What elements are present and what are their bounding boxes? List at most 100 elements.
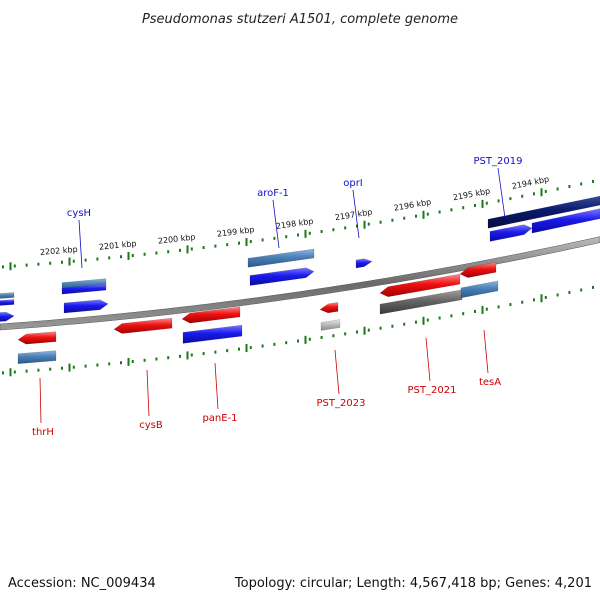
minor-tick xyxy=(556,293,559,297)
minor-tick xyxy=(2,265,4,269)
minor-tick xyxy=(13,264,16,268)
leader-line xyxy=(146,369,150,417)
scale-label: 2200 kbp xyxy=(157,232,195,245)
gene-feature[interactable] xyxy=(459,261,497,278)
minor-tick xyxy=(462,206,465,210)
minor-tick xyxy=(415,214,417,218)
minor-tick xyxy=(533,298,535,302)
leader-line xyxy=(214,362,219,410)
map-title: Pseudomonas stutzeri A1501, complete gen… xyxy=(142,12,458,27)
minor-tick xyxy=(497,305,500,309)
minor-tick xyxy=(155,251,158,255)
gene-feature[interactable] xyxy=(460,280,499,299)
gene-feature[interactable] xyxy=(63,299,109,314)
major-tick xyxy=(186,351,189,360)
gene-label-top[interactable]: aroF-1 xyxy=(257,188,289,199)
leader-line xyxy=(352,189,360,239)
minor-tick xyxy=(474,309,476,313)
leader-line xyxy=(483,329,489,374)
minor-tick xyxy=(544,295,547,299)
scale-label: 2194 kbp xyxy=(511,175,550,191)
minor-tick xyxy=(226,243,229,247)
minor-tick xyxy=(497,199,500,203)
minor-tick xyxy=(238,241,240,245)
gene-feature[interactable] xyxy=(487,195,600,229)
gene-feature[interactable] xyxy=(0,292,15,299)
major-tick xyxy=(9,262,12,271)
minor-tick xyxy=(179,248,181,252)
gene-label-top[interactable]: oprI xyxy=(343,178,363,189)
minor-tick xyxy=(167,250,170,254)
minor-tick xyxy=(556,187,559,191)
leader-line xyxy=(334,349,340,395)
minor-tick xyxy=(202,352,205,356)
gene-feature[interactable] xyxy=(17,331,57,345)
minor-tick xyxy=(261,344,264,348)
gene-label-bottom[interactable]: PST_2023 xyxy=(317,398,366,409)
gene-feature[interactable] xyxy=(531,208,600,234)
minor-tick xyxy=(190,353,193,357)
minor-tick xyxy=(568,290,571,294)
minor-tick xyxy=(108,256,111,260)
gene-feature[interactable] xyxy=(182,324,243,344)
minor-tick xyxy=(485,307,488,311)
minor-tick xyxy=(332,228,335,232)
gene-feature[interactable] xyxy=(355,258,373,269)
gene-feature[interactable] xyxy=(379,289,463,315)
major-tick xyxy=(245,344,248,353)
minor-tick xyxy=(226,349,229,353)
leader-line xyxy=(425,337,431,382)
gene-label-bottom[interactable]: thrH xyxy=(32,427,54,438)
gene-feature[interactable] xyxy=(17,350,57,364)
gene-feature[interactable] xyxy=(113,317,173,334)
major-tick xyxy=(9,368,12,377)
minor-tick xyxy=(521,300,524,304)
gene-label-bottom[interactable]: PST_2021 xyxy=(408,385,457,396)
gene-feature[interactable] xyxy=(379,273,461,298)
major-tick xyxy=(363,326,366,335)
gene-feature[interactable] xyxy=(249,267,315,286)
minor-tick xyxy=(450,314,453,318)
minor-tick xyxy=(391,218,394,222)
minor-tick xyxy=(403,216,406,220)
gene-feature[interactable] xyxy=(319,302,339,314)
scale-label: 2198 kbp xyxy=(275,217,314,231)
gene-label-bottom[interactable]: panE-1 xyxy=(202,413,237,424)
minor-tick xyxy=(521,194,524,198)
leader-line xyxy=(78,219,83,269)
minor-tick xyxy=(49,367,52,371)
gene-label-top[interactable]: cysH xyxy=(67,208,91,219)
minor-tick xyxy=(485,201,488,205)
minor-tick xyxy=(49,261,52,265)
gene-feature[interactable] xyxy=(489,224,533,242)
major-tick xyxy=(127,251,130,260)
minor-tick xyxy=(238,347,240,351)
minor-tick xyxy=(249,346,252,350)
major-tick xyxy=(540,294,543,303)
accession-text: Accession: NC_009434 xyxy=(8,576,156,591)
minor-tick xyxy=(273,236,276,240)
minor-tick xyxy=(426,212,429,216)
minor-tick xyxy=(120,361,122,365)
minor-tick xyxy=(72,259,75,263)
gene-label-bottom[interactable]: tesA xyxy=(479,377,501,388)
gene-feature[interactable] xyxy=(0,299,15,306)
minor-tick xyxy=(509,197,512,201)
gene-label-top[interactable]: PST_2019 xyxy=(474,156,523,167)
gene-feature[interactable] xyxy=(320,319,341,331)
gene-feature[interactable] xyxy=(181,306,241,324)
scale-label: 2199 kbp xyxy=(216,225,255,239)
minor-tick xyxy=(25,263,28,267)
major-tick xyxy=(481,199,484,208)
gene-feature[interactable] xyxy=(61,283,107,295)
leader-line xyxy=(39,377,42,424)
gene-feature[interactable] xyxy=(0,311,15,322)
gene-label-bottom[interactable]: cysB xyxy=(139,420,163,431)
leader-line xyxy=(272,199,280,249)
minor-tick xyxy=(273,342,276,346)
gene-feature[interactable] xyxy=(247,248,315,268)
minor-tick xyxy=(356,330,358,334)
minor-tick xyxy=(533,192,535,196)
minor-tick xyxy=(37,262,40,266)
gene-features xyxy=(0,195,600,364)
